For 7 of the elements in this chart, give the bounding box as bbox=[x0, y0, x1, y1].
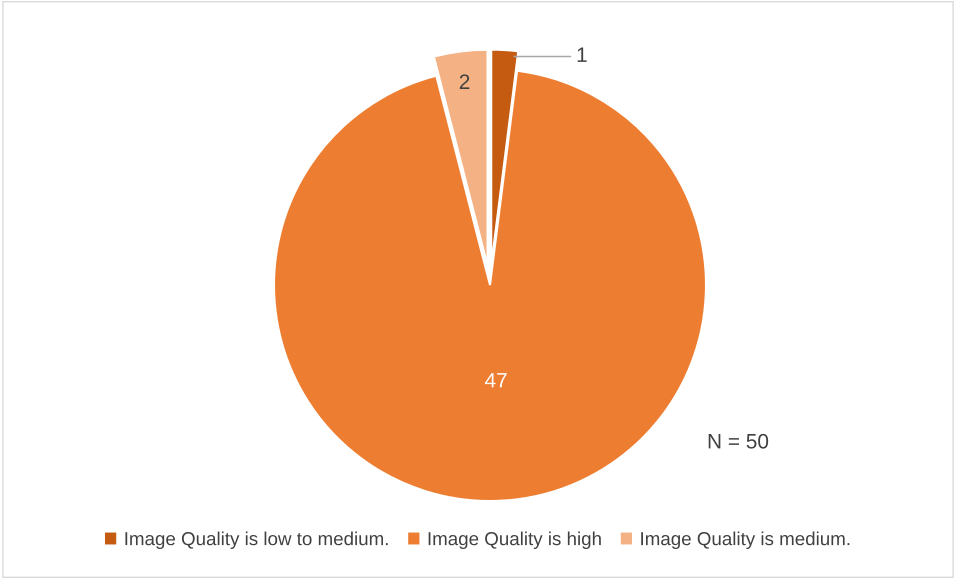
legend-label: Image Quality is medium. bbox=[641, 532, 850, 549]
text: N = 50 bbox=[708, 434, 768, 449]
legend-label: Image Quality is high bbox=[428, 532, 601, 549]
legend-label: Image Quality is low to medium. bbox=[125, 532, 388, 549]
data-label: 1 bbox=[578, 48, 587, 62]
data-label: 2 bbox=[460, 74, 470, 89]
data-label: 47 bbox=[484, 373, 507, 388]
